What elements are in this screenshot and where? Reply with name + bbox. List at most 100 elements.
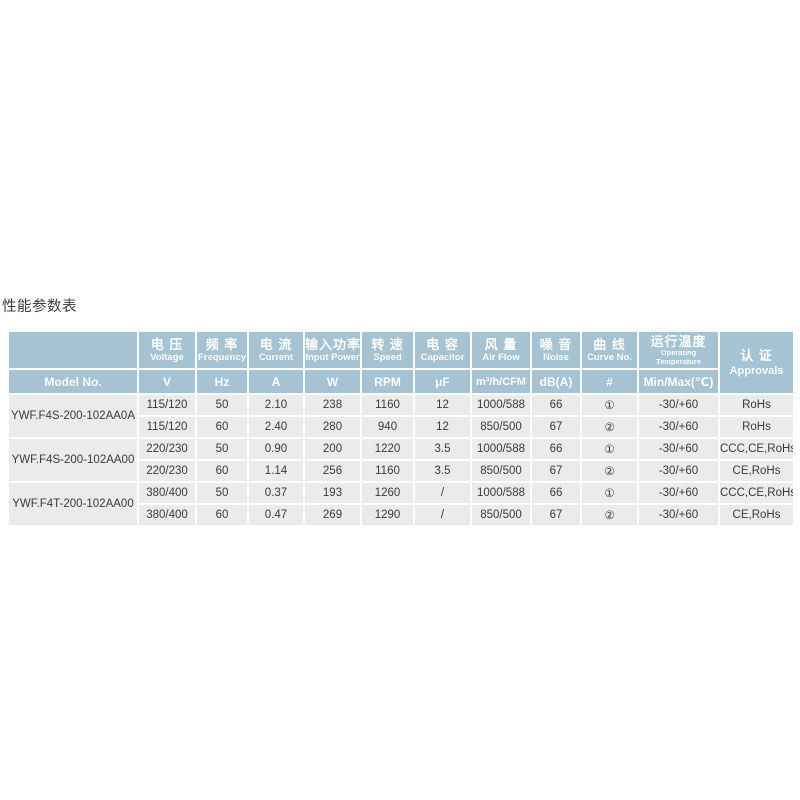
col-header-en: Curve No. [587, 351, 632, 363]
data-cell-voltage: 115/120 [137, 415, 197, 439]
data-cell-current: 0.37 [247, 481, 305, 505]
data-cell-input-power: 200 [303, 437, 362, 461]
data-cell-air-flow: 1000/588 [470, 393, 532, 417]
data-cell-speed: 940 [360, 415, 415, 439]
data-cell-current: 2.10 [247, 393, 305, 417]
col-header-speed: 转 速 Speed [360, 330, 415, 370]
data-cell-frequency: 50 [195, 481, 249, 505]
header-row-names: 电 压 Voltage 频 率 Frequency 电 流 Current 输入… [7, 330, 795, 395]
col-header-en: Input Power [305, 351, 360, 363]
col-header-cn: 电 容 [426, 336, 459, 352]
table-row: YWF.F4S-200-102AA00 220/230 50 0.90 200 … [7, 437, 795, 483]
col-header-cn: 认 证 [740, 348, 773, 363]
data-cell-frequency: 60 [195, 503, 249, 527]
col-header-en: Frequency [197, 351, 247, 363]
data-cell-approvals: RoHs [718, 393, 795, 417]
data-cell-temperature: -30/+60 [637, 503, 720, 527]
data-cell-air-flow: 1000/588 [470, 481, 532, 505]
col-header-approvals: 认 证 Approvals [718, 330, 795, 395]
data-cell-curve: ② [580, 459, 639, 483]
col-header-frequency: 频 率 Frequency [195, 330, 249, 370]
data-cell-curve: ② [580, 503, 639, 527]
col-header-cn: 曲 线 [593, 336, 626, 352]
data-cell-noise: 66 [530, 437, 582, 461]
data-cell-approvals: CCC,CE,RoHs [718, 481, 795, 505]
col-header-input-power: 输入功率 Input Power [303, 330, 362, 370]
data-cell-capacitor: 3.5 [413, 437, 472, 461]
col-header-en: Voltage [150, 351, 184, 363]
unit-cell-speed: RPM [360, 368, 415, 395]
page-title: 性能参数表 [2, 299, 77, 315]
data-cell-capacitor: 12 [413, 415, 472, 439]
unit-cell-voltage: V [137, 368, 197, 395]
data-cell-air-flow: 850/500 [470, 415, 532, 439]
data-cell-frequency: 50 [195, 393, 249, 417]
data-cell-voltage: 380/400 [137, 503, 197, 527]
data-cell-air-flow: 850/500 [470, 459, 532, 483]
data-cell-capacitor: 3.5 [413, 459, 472, 483]
col-header-noise: 噪 音 Noise [530, 330, 582, 370]
data-cell-current: 2.40 [247, 415, 305, 439]
unit-cell-air-flow: m³/h/CFM [470, 368, 532, 395]
data-cell-input-power: 193 [303, 481, 362, 505]
data-cell-speed: 1290 [360, 503, 415, 527]
col-header-en: Air Flow [482, 351, 520, 363]
unit-cell-current: A [247, 368, 305, 395]
data-cell-curve: ② [580, 415, 639, 439]
table-row: YWF.F4S-200-102AA0A 115/120 50 2.10 238 … [7, 393, 795, 439]
col-header-operating-temperature: 运行温度 Operating Temperature [637, 330, 720, 370]
col-header-en: Operating [660, 348, 697, 357]
col-header-en: Current [258, 351, 294, 363]
col-header-en: Speed [373, 351, 402, 363]
data-cell-temperature: -30/+60 [637, 437, 720, 461]
data-cell-voltage: 220/230 [137, 437, 197, 461]
data-cell-air-flow: 850/500 [470, 503, 532, 527]
data-cell-noise: 66 [530, 481, 582, 505]
data-cell-noise: 67 [530, 503, 582, 527]
data-cell-frequency: 60 [195, 459, 249, 483]
data-cell-curve: ① [580, 393, 639, 417]
model-cell: YWF.F4T-200-102AA00 [7, 481, 139, 527]
col-header-air-flow: 风 量 Air Flow [470, 330, 532, 370]
col-header-en: Temperature [656, 356, 701, 366]
data-cell-speed: 1160 [360, 459, 415, 483]
data-cell-frequency: 60 [195, 415, 249, 439]
data-cell-noise: 67 [530, 459, 582, 483]
data-cell-speed: 1160 [360, 393, 415, 417]
data-cell-current: 1.14 [247, 459, 305, 483]
col-header-cn: 电 流 [259, 336, 293, 352]
col-header-en: Approvals [729, 365, 784, 377]
data-cell-frequency: 50 [195, 437, 249, 461]
model-cell: YWF.F4S-200-102AA00 [7, 437, 139, 483]
col-header-cn: 转 速 [371, 336, 404, 352]
col-header-current: 电 流 Current [247, 330, 305, 370]
data-cell-approvals: RoHs [718, 415, 795, 439]
unit-cell-input-power: W [303, 368, 362, 395]
table-row: YWF.F4T-200-102AA00 380/400 50 0.37 193 … [7, 481, 795, 527]
data-cell-curve: ① [580, 437, 639, 461]
model-cell: YWF.F4S-200-102AA0A [7, 393, 139, 439]
data-cell-speed: 1220 [360, 437, 415, 461]
data-cell-input-power: 280 [303, 415, 362, 439]
performance-spec-table: 电 压 Voltage 频 率 Frequency 电 流 Current 输入… [7, 330, 795, 527]
col-header-cn: 运行温度 [650, 334, 707, 349]
data-cell-temperature: -30/+60 [637, 415, 720, 439]
data-cell-input-power: 238 [303, 393, 362, 417]
data-cell-temperature: -30/+60 [637, 459, 720, 483]
table-row: 380/400 60 0.47 269 1290 / 850/500 67 ② … [8, 503, 795, 527]
data-cell-capacitor: / [413, 503, 472, 527]
data-cell-speed: 1260 [360, 481, 415, 505]
data-cell-current: 0.90 [247, 437, 305, 461]
data-cell-approvals: CE,RoHs [718, 459, 795, 483]
unit-cell-curve: # [580, 368, 639, 395]
data-cell-approvals: CCC,CE,RoHs [718, 437, 795, 461]
table-row: 115/120 60 2.40 280 940 12 850/500 67 ② … [8, 415, 795, 439]
data-cell-input-power: 256 [303, 459, 362, 483]
data-cell-air-flow: 1000/588 [470, 437, 532, 461]
data-cell-capacitor: / [413, 481, 472, 505]
col-header-cn: 风 量 [484, 336, 518, 352]
data-cell-approvals: CE,RoHs [718, 503, 795, 527]
data-cell-voltage: 380/400 [137, 481, 197, 505]
header-row-units: Model No. V Hz A W RPM μF m³/h/CFM dB(A)… [7, 368, 794, 395]
